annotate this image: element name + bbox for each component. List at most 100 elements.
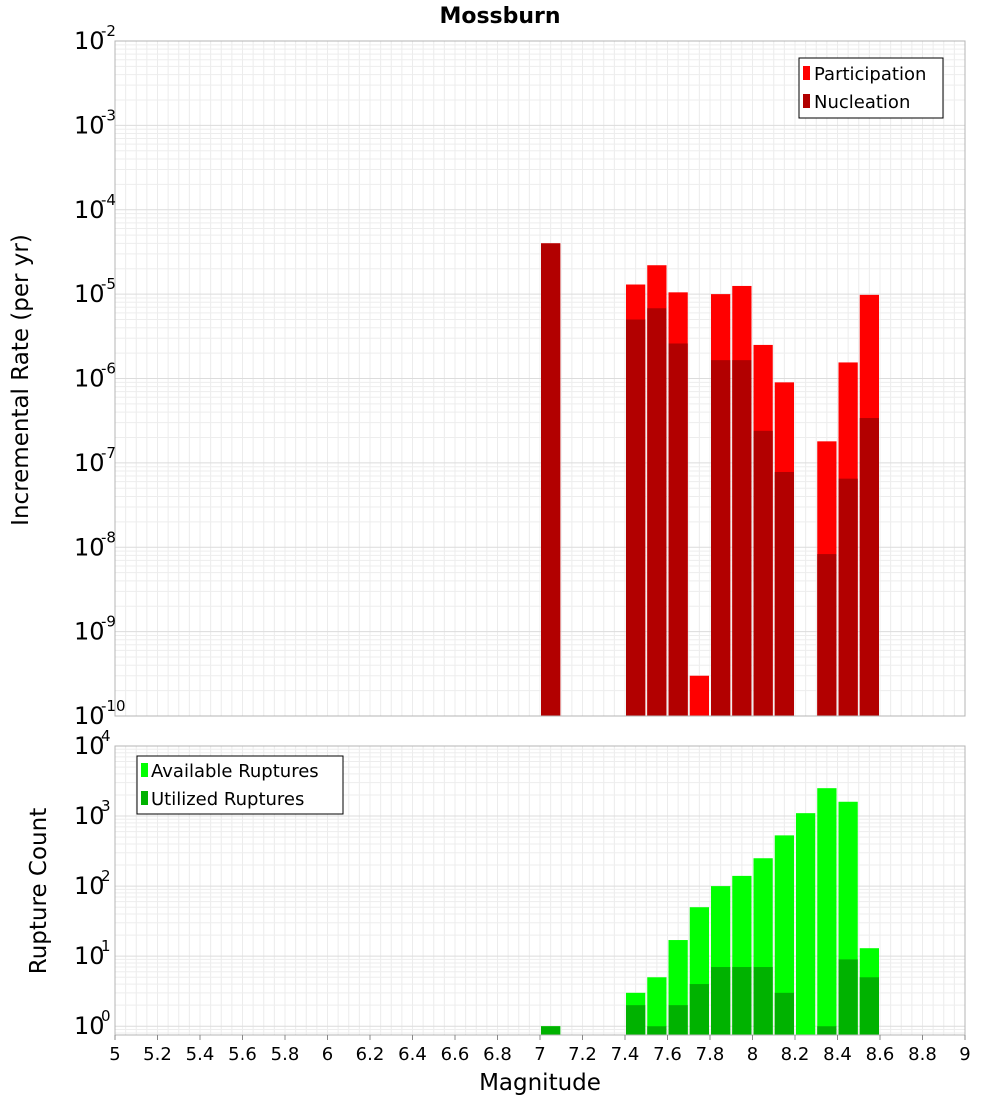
bottom-bars [541, 788, 879, 1035]
bottom-y-tick-label: 10 [74, 802, 105, 830]
bottom-y-tick-label: 10 [74, 1012, 105, 1040]
bottom-y-tick-label: 10 [74, 732, 105, 760]
bottom-legend-box [136, 755, 344, 815]
x-tick-label: 5.8 [271, 1044, 300, 1065]
legend-label-participation: Participation [814, 64, 926, 85]
top-y-tick-exponent: -4 [101, 191, 116, 209]
top-bars [541, 243, 879, 717]
legend-label-utilized-ruptures: Utilized Ruptures [151, 789, 304, 810]
bar-available-ruptures [817, 788, 837, 1035]
top-y-tick-exponent: -7 [101, 444, 116, 462]
x-tick-label: 8.4 [823, 1044, 852, 1065]
legend-swatch-available-ruptures [141, 763, 148, 777]
bar-available-ruptures [774, 835, 794, 1035]
top-y-tick-label: 10 [74, 196, 105, 224]
x-tick-label: 7.8 [696, 1044, 725, 1065]
top-gridlines [114, 40, 966, 717]
bar-utilized-ruptures [774, 992, 794, 1035]
top-y-tick-exponent: -2 [101, 22, 116, 40]
top-y-tick-exponent: -8 [101, 528, 116, 546]
x-tick-label: 8 [747, 1044, 758, 1065]
x-tick-label: 8.6 [866, 1044, 895, 1065]
bar-utilized-ruptures [817, 1026, 837, 1035]
legend-swatch-participation [803, 66, 810, 80]
x-ticks: 5 5.2 5.4 5.6 5.8 6 6.2 6.4 6.6 6.8 7 7.2 7.4 7.6 7.8 8… [109, 1035, 971, 1065]
top-y-tick-label: 10 [74, 365, 105, 393]
x-tick-label: 6.6 [441, 1044, 470, 1065]
legend-swatch-utilized-ruptures [141, 791, 148, 805]
x-tick-label: 7.4 [611, 1044, 640, 1065]
bar-utilized-ruptures [711, 967, 731, 1035]
x-tick-label: 7.2 [568, 1044, 597, 1065]
bar-utilized-ruptures [541, 1026, 561, 1035]
top-y-tick-exponent: -9 [101, 613, 116, 631]
bottom-y-axis-label: Rupture Count [26, 808, 52, 974]
x-tick-label: 9 [959, 1044, 970, 1065]
bottom-legend: Available Ruptures Utilized Ruptures [136, 755, 344, 815]
bottom-y-tick-exponent: 3 [101, 797, 111, 815]
top-y-tick-label: 10 [74, 618, 105, 646]
bottom-y-tick-label: 10 [74, 872, 105, 900]
bottom-y-tick-label: 10 [74, 942, 105, 970]
top-y-tick-label: 10 [74, 702, 105, 730]
x-tick-label: 8.8 [908, 1044, 937, 1065]
x-tick-label: 5 [109, 1044, 120, 1065]
x-tick-label: 6.8 [483, 1044, 512, 1065]
top-legend: Participation Nucleation [798, 57, 944, 119]
top-y-tick-label: 10 [74, 111, 105, 139]
bar-nucleation [626, 319, 646, 716]
bar-nucleation [838, 478, 858, 716]
bar-nucleation [647, 308, 667, 716]
bar-nucleation [732, 360, 752, 716]
x-tick-label: 5.2 [143, 1044, 172, 1065]
bar-utilized-ruptures [838, 959, 858, 1035]
chart-title: Mossburn [439, 4, 560, 29]
bar-participation [689, 675, 709, 716]
top-y-tick-exponent: -3 [101, 106, 116, 124]
bar-nucleation [774, 471, 794, 716]
bar-utilized-ruptures [732, 967, 752, 1035]
bottom-y-tick-exponent: 1 [101, 937, 111, 955]
x-tick-label: 6.4 [398, 1044, 427, 1065]
bar-nucleation [753, 430, 773, 716]
bottom-y-tick-exponent: 0 [101, 1007, 111, 1025]
bar-utilized-ruptures [626, 1005, 646, 1035]
top-y-axis-label: Incremental Rate (per yr) [8, 234, 34, 526]
legend-label-nucleation: Nucleation [814, 92, 910, 113]
bar-utilized-ruptures [668, 1005, 688, 1035]
top-plot-frame [114, 40, 966, 717]
bar-utilized-ruptures [689, 984, 709, 1035]
top-y-tick-exponent: -5 [101, 275, 116, 293]
x-axis-label: Magnitude [479, 1070, 601, 1096]
legend-label-available-ruptures: Available Ruptures [151, 761, 319, 782]
x-tick-label: 5.6 [228, 1044, 257, 1065]
bar-available-ruptures [796, 813, 816, 1035]
top-y-tick-exponent: -6 [101, 360, 116, 378]
bar-nucleation [859, 418, 879, 716]
bar-nucleation [817, 554, 837, 716]
x-tick-label: 6 [322, 1044, 333, 1065]
bar-utilized-ruptures [647, 1026, 667, 1035]
x-tick-label: 7.6 [653, 1044, 682, 1065]
bar-utilized-ruptures [753, 967, 773, 1035]
bar-available-ruptures [647, 977, 667, 1035]
top-y-tick-exponent: -10 [101, 697, 126, 715]
bar-nucleation [668, 343, 688, 716]
x-tick-label: 8.2 [781, 1044, 810, 1065]
top-y-tick-label: 10 [74, 27, 105, 55]
bottom-y-tick-exponent: 2 [101, 867, 111, 885]
legend-swatch-nucleation [803, 94, 810, 108]
x-tick-label: 6.2 [356, 1044, 385, 1065]
top-y-tick-label: 10 [74, 449, 105, 477]
bar-nucleation [541, 243, 561, 717]
top-y-tick-label: 10 [74, 280, 105, 308]
top-legend-box [798, 57, 944, 119]
x-tick-label: 5.4 [186, 1044, 215, 1065]
top-y-tick-label: 10 [74, 533, 105, 561]
bottom-y-tick-exponent: 4 [101, 727, 111, 745]
